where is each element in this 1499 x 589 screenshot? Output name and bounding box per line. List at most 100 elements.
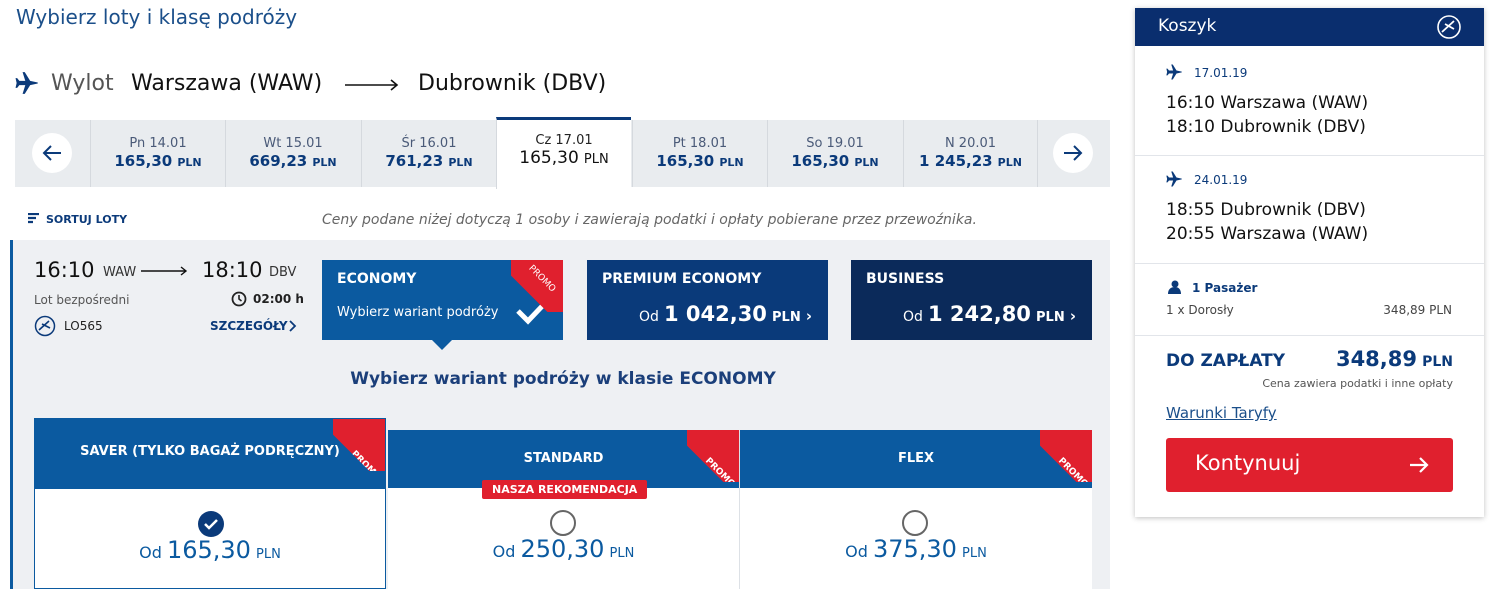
prev-button[interactable] [32, 133, 72, 173]
date-day: Pn 14.01 [129, 136, 187, 151]
fare-price: Od 375,30 PLN [740, 535, 1092, 563]
details-link[interactable]: SZCZEGÓŁY [210, 319, 288, 333]
fare-saver[interactable]: SAVER (TYLKO BAGAŻ PODRĘCZNY) PROMO Od 16… [34, 418, 386, 589]
recommendation-badge: NASZA REKOMENDACJA [482, 480, 648, 499]
arrow-icon [42, 145, 61, 161]
route-to: Dubrownik (DBV) [418, 71, 607, 96]
promo-ribbon: PROMO [687, 430, 739, 482]
price-prefix: Od [845, 542, 868, 561]
date-currency: PLN [854, 156, 879, 169]
date-price: 1 245,23 [919, 152, 993, 170]
continue-button[interactable]: Kontynuuj [1166, 438, 1453, 492]
check-icon [516, 298, 550, 325]
sort-button[interactable]: SORTUJ LOTY [46, 213, 128, 226]
date-currency: PLN [312, 156, 337, 169]
date-day: Cz 17.01 [535, 133, 593, 148]
fare-flex[interactable]: FLEX PROMO Od 375,30 PLN [740, 430, 1092, 589]
date-day: Pt 18.01 [672, 136, 728, 151]
date-tab[interactable]: So 19.01 165,30 PLN [767, 120, 902, 187]
radio[interactable] [550, 510, 576, 536]
airline-logo [34, 315, 56, 337]
date-price: 165,30 [791, 152, 850, 170]
date-day: N 20.01 [944, 136, 997, 151]
total-label: DO ZAPŁATY [1166, 351, 1286, 371]
arrow-icon [1410, 457, 1429, 473]
price-note: Ceny podane niżej dotyczą 1 osoby i zawi… [322, 212, 977, 228]
price-currency: PLN [256, 547, 281, 562]
date-currency: PLN [583, 152, 609, 167]
date-currency: PLN [997, 156, 1022, 169]
radio[interactable] [902, 510, 928, 536]
passenger-count: 1 Pasażer [1192, 281, 1258, 295]
divider [1135, 335, 1484, 336]
radio-checked[interactable] [197, 510, 225, 538]
divider [1135, 263, 1484, 264]
promo-label: PROMO [702, 456, 737, 488]
date-tab[interactable]: Wt 15.01 669,23 PLN [225, 120, 360, 187]
fare-header: SAVER (TYLKO BAGAŻ PODRĘCZNY) PROMO [35, 419, 385, 489]
passenger-row: 1 x Dorosły [1166, 303, 1234, 317]
price-currency: PLN [962, 546, 987, 561]
fare-price: Od 165,30 PLN [35, 536, 385, 564]
cart-title: Koszyk [1158, 16, 1217, 36]
date-tab-selected[interactable]: Cz 17.01 165,30 PLN [496, 117, 631, 189]
date-price: 165,30 [656, 152, 715, 170]
total-currency: PLN [1422, 354, 1453, 370]
fare-name: SAVER (TYLKO BAGAŻ PODRĘCZNY) [80, 444, 340, 459]
route-arrow [345, 79, 399, 91]
fare-header: FLEX PROMO [740, 430, 1092, 488]
date-currency: PLN [719, 156, 744, 169]
passenger-price: 348,89 PLN [1383, 303, 1452, 317]
caret [432, 340, 452, 350]
promo-label: PROMO [1055, 456, 1090, 488]
page-title: Wybierz loty i klasę podróży [16, 5, 298, 29]
promo-label: PROMO [348, 449, 383, 483]
price-currency: PLN [609, 546, 635, 561]
date-tab[interactable]: Śr 16.01 761,23 PLN [361, 120, 496, 187]
price-value: 165,30 [166, 536, 251, 564]
date-price: 761,23 [385, 152, 444, 170]
flight-number: LO565 [64, 319, 103, 333]
date-day: Śr 16.01 [401, 136, 457, 151]
arr-time: 18:10 [202, 258, 263, 282]
fare-name: STANDARD [523, 451, 604, 466]
flight-type: Lot bezpośredni [34, 293, 130, 307]
price-value: 375,30 [872, 535, 957, 563]
date-tab[interactable]: Pt 18.01 165,30 PLN [632, 120, 767, 187]
clock-icon [231, 291, 247, 307]
plane-icon [1166, 171, 1182, 187]
next-button[interactable] [1053, 133, 1093, 173]
class-name: ECONOMY [337, 271, 417, 287]
class-premium[interactable]: PREMIUM ECONOMY Od 1 042,30 PLN › [587, 260, 828, 340]
fare-price: Od 250,30 PLN [388, 535, 739, 563]
leg-arrival: 18:10 Dubrownik (DBV) [1166, 117, 1366, 137]
class-economy[interactable]: ECONOMY Wybierz wariant podróży PROMO [322, 260, 563, 340]
class-business[interactable]: BUSINESS Od 1 242,80 PLN › [851, 260, 1092, 340]
airline-logo [1437, 15, 1461, 39]
plane-icon [15, 72, 38, 94]
route-from: Warszawa (WAW) [131, 71, 323, 96]
fare-standard[interactable]: STANDARD PROMO NASZA REKOMENDACJA Od 250,… [388, 430, 740, 589]
date-price: 165,30 [519, 148, 579, 168]
plane-icon [1166, 64, 1182, 80]
divider [1135, 155, 1484, 156]
date-day: So 19.01 [806, 136, 864, 151]
cart-header [1135, 8, 1484, 46]
class-text: Wybierz wariant podróży [337, 305, 499, 320]
flight-arrow [141, 266, 188, 276]
date-tab[interactable]: Pn 14.01 165,30 PLN [90, 120, 225, 187]
class-currency: PLN [772, 310, 801, 325]
leg-date: 24.01.19 [1194, 173, 1248, 187]
leg-departure: 18:55 Dubrownik (DBV) [1166, 200, 1366, 220]
fare-name: FLEX [897, 451, 935, 466]
continue-label: Kontynuuj [1195, 451, 1301, 475]
chevron [289, 320, 297, 332]
price-prefix: Od [139, 543, 162, 562]
date-tab[interactable]: N 20.01 1 245,23 PLN [903, 120, 1038, 187]
price-value: 250,30 [520, 535, 605, 563]
total-note: Cena zawiera podatki i inne opłaty [1262, 377, 1453, 390]
terms-link[interactable]: Warunki Taryfy [1166, 404, 1277, 422]
sort-icon [28, 213, 39, 224]
dep-time: 16:10 [34, 258, 95, 282]
promo-ribbon: PROMO [333, 419, 385, 471]
